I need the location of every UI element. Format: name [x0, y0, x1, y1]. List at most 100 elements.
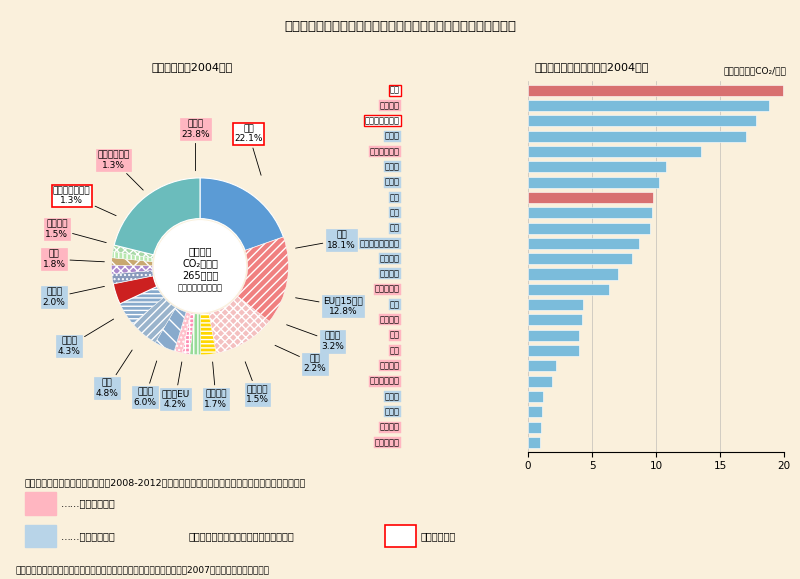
Wedge shape: [133, 297, 176, 343]
Bar: [528, 207, 652, 218]
Text: 国別排出量（2004年）: 国別排出量（2004年）: [151, 61, 233, 72]
Wedge shape: [238, 237, 289, 321]
Wedge shape: [200, 313, 216, 355]
Text: フランス: フランス: [380, 269, 400, 278]
Bar: [528, 85, 782, 96]
Bar: [528, 177, 658, 188]
Bar: [528, 192, 654, 203]
Text: 中国: 中国: [390, 331, 400, 340]
Bar: [528, 269, 618, 280]
Text: マレーシア: マレーシア: [375, 285, 400, 294]
Text: 米国
22.1%: 米国 22.1%: [234, 124, 263, 175]
Text: 日本: 日本: [390, 193, 400, 202]
Text: インドネシア: インドネシア: [370, 377, 400, 386]
Wedge shape: [182, 313, 194, 354]
Text: その他EU
4.2%: その他EU 4.2%: [161, 362, 190, 409]
Text: イタリア: イタリア: [380, 254, 400, 263]
Text: CO₂排出量: CO₂排出量: [182, 258, 218, 268]
Text: 韓国: 韓国: [390, 208, 400, 217]
Bar: [528, 299, 583, 310]
Text: 中国
18.1%: 中国 18.1%: [295, 230, 356, 250]
FancyBboxPatch shape: [25, 492, 56, 515]
Text: 資料：日本エネルギー・経済研究所所編『エネルギー・経済統計要覧（2007年版）』より環境省作成: 資料：日本エネルギー・経済研究所所編『エネルギー・経済統計要覧（2007年版）』…: [16, 565, 270, 574]
Wedge shape: [114, 276, 157, 304]
Text: イタリア
1.7%: イタリア 1.7%: [205, 362, 227, 409]
Bar: [528, 391, 543, 402]
Bar: [528, 238, 639, 249]
Text: チリ: チリ: [390, 300, 400, 309]
Bar: [528, 146, 701, 157]
Bar: [528, 422, 541, 433]
Wedge shape: [112, 251, 153, 262]
Text: 日本
4.8%: 日本 4.8%: [96, 350, 132, 398]
Bar: [528, 376, 552, 387]
Text: ブラジル: ブラジル: [380, 361, 400, 371]
Text: タイ: タイ: [390, 346, 400, 355]
Wedge shape: [113, 245, 154, 258]
Wedge shape: [111, 258, 153, 266]
Text: インドネシア
1.3%: インドネシア 1.3%: [98, 151, 143, 190]
Text: カナダ: カナダ: [385, 131, 400, 141]
Text: メキシコ
1.5%: メキシコ 1.5%: [46, 219, 106, 243]
Text: メキシコ: メキシコ: [380, 316, 400, 324]
Wedge shape: [111, 265, 153, 274]
Text: （二酸化炭素換算）: （二酸化炭素換算）: [178, 283, 222, 292]
Bar: [528, 253, 632, 264]
Text: 米国: 米国: [390, 86, 400, 95]
Text: 国別１人当たり排出量（2004年）: 国別１人当たり排出量（2004年）: [535, 61, 649, 72]
Text: ドイツ
3.2%: ドイツ 3.2%: [286, 325, 344, 351]
Wedge shape: [174, 312, 190, 353]
Text: （単位：トンCO₂/人）: （単位：トンCO₂/人）: [724, 67, 786, 75]
Wedge shape: [120, 287, 164, 324]
Text: その他
23.8%: その他 23.8%: [182, 120, 210, 171]
Text: ……削減義務あり: ……削減義務あり: [61, 531, 116, 541]
Circle shape: [154, 221, 246, 312]
FancyBboxPatch shape: [25, 525, 56, 547]
Bar: [528, 115, 756, 126]
Text: ロシア
6.0%: ロシア 6.0%: [134, 361, 157, 407]
Bar: [528, 131, 746, 142]
Text: EU旧15か国
12.8%: EU旧15か国 12.8%: [295, 296, 363, 316]
Text: 英国: 英国: [390, 223, 400, 233]
Text: シンガポール: シンガポール: [370, 147, 400, 156]
FancyBboxPatch shape: [385, 525, 416, 547]
Text: 265億トン: 265億トン: [182, 270, 218, 280]
Wedge shape: [209, 296, 269, 353]
Text: ドイツ: ドイツ: [385, 178, 400, 186]
Wedge shape: [200, 178, 283, 251]
Text: 主な排出国の京都議定書に基づく2008-2012年の約束期間における温室効果ガスの削減義務について: 主な排出国の京都議定書に基づく2008-2012年の約束期間における温室効果ガス…: [25, 478, 306, 488]
Wedge shape: [114, 178, 200, 255]
Text: 図１－２－１　二酸化炭素の国別排出量と国別１人当たり排出量: 図１－２－１ 二酸化炭素の国別排出量と国別１人当たり排出量: [284, 20, 516, 33]
Wedge shape: [155, 307, 186, 351]
Bar: [528, 314, 582, 325]
Bar: [528, 360, 556, 371]
Text: ベトナム: ベトナム: [380, 423, 400, 431]
Bar: [528, 100, 769, 111]
Text: フィリピン: フィリピン: [375, 438, 400, 447]
Text: 韓国
1.8%: 韓国 1.8%: [42, 250, 104, 269]
Text: カナダ
2.0%: カナダ 2.0%: [42, 287, 105, 307]
Text: ロシア: ロシア: [385, 162, 400, 171]
Text: ニュージーランド: ニュージーランド: [360, 239, 400, 248]
Text: ブルネイ: ブルネイ: [380, 101, 400, 110]
Bar: [528, 406, 542, 417]
Wedge shape: [112, 270, 153, 284]
Text: で示した。）: で示した。）: [420, 531, 456, 541]
Bar: [528, 162, 666, 173]
Text: ペルー: ペルー: [385, 407, 400, 416]
Text: インド
4.3%: インド 4.3%: [58, 319, 114, 356]
Bar: [528, 329, 579, 341]
Bar: [528, 284, 609, 295]
Text: フランス
1.5%: フランス 1.5%: [245, 362, 269, 404]
Text: ……削減義務なし: ……削減義務なし: [61, 499, 116, 508]
Bar: [528, 437, 539, 448]
Text: （注：京都議定書を批准していない国は: （注：京都議定書を批准していない国は: [189, 531, 294, 541]
Text: オーストラリア
1.3%: オーストラリア 1.3%: [53, 186, 116, 216]
Text: インド: インド: [385, 392, 400, 401]
Text: オーストラリア: オーストラリア: [365, 116, 400, 126]
Text: 全世界の: 全世界の: [188, 246, 212, 256]
Bar: [528, 222, 650, 233]
Text: 英国
2.2%: 英国 2.2%: [275, 345, 326, 373]
Wedge shape: [190, 314, 201, 355]
Bar: [528, 345, 579, 356]
